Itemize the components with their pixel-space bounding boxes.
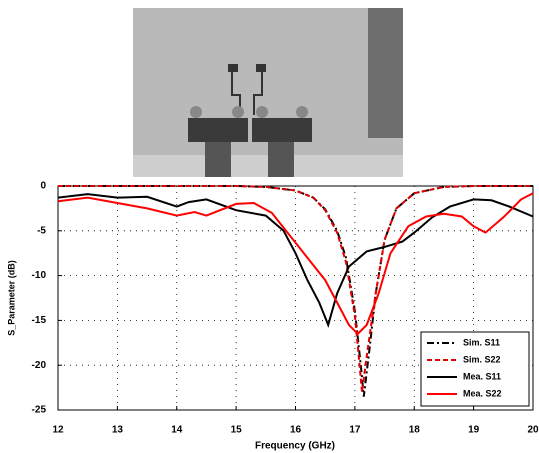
y-axis-label: S_Parameter (dB) [6,260,16,336]
series-line [57,193,534,328]
y-tick-label: -25 [32,405,47,416]
series-line [57,192,534,336]
x-tick-label: 13 [112,425,124,436]
device-photo [133,8,403,177]
x-tick-label: 19 [468,425,480,436]
legend-label: Sim. S11 [463,337,500,347]
y-tick-label: -10 [32,270,47,281]
x-tick-label: 20 [527,425,539,436]
legend-label: Mea. S11 [463,371,501,381]
legend-label: Sim. S22 [463,354,501,364]
x-tick-label: 14 [171,425,183,436]
y-tick-label: 0 [40,181,46,192]
x-tick-label: 17 [349,425,361,436]
legend-label: Mea. S22 [463,388,502,398]
x-tick-label: 16 [290,425,302,436]
series-line [58,185,533,393]
y-tick-label: -20 [32,360,47,371]
x-axis-label: Frequency (GHz) [255,441,335,452]
x-tick-label: 12 [52,425,64,436]
x-tick-label: 18 [409,425,421,436]
y-tick-label: -15 [32,315,47,326]
x-tick-label: 15 [231,425,243,436]
y-tick-label: -5 [37,225,46,236]
